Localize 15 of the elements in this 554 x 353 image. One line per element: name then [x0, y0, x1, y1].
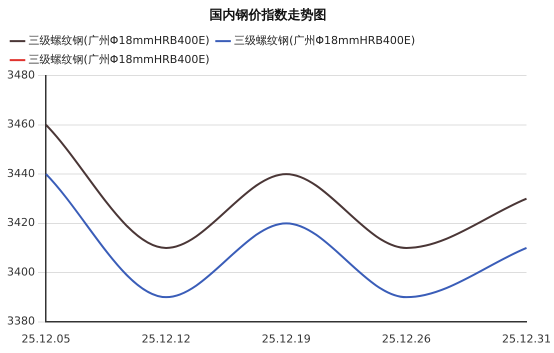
x-tick-label: 25.12.05: [22, 332, 70, 346]
y-tick-label: 3380: [6, 314, 35, 328]
x-tick-label: 25.12.26: [382, 332, 431, 346]
legend-label: 三级螺纹钢(广州Φ18mmHRB400E): [28, 52, 210, 66]
chart-title: 国内钢价指数走势图: [210, 7, 326, 24]
y-tick-label: 3420: [6, 216, 35, 230]
y-tick-label: 3440: [6, 166, 35, 180]
x-tick-label: 25.12.19: [262, 332, 311, 346]
y-tick-label: 3400: [6, 265, 35, 278]
legend-label: 三级螺纹钢(广州Φ18mmHRB400E): [234, 34, 416, 47]
y-tick-label: 3460: [6, 118, 35, 131]
legend-label: 三级螺纹钢(广州Φ18mmHRB400E): [28, 34, 210, 47]
x-tick-label: 25.12.31: [502, 332, 551, 346]
x-tick-label: 25.12.12: [142, 332, 191, 346]
y-tick-label: 3480: [6, 68, 35, 82]
